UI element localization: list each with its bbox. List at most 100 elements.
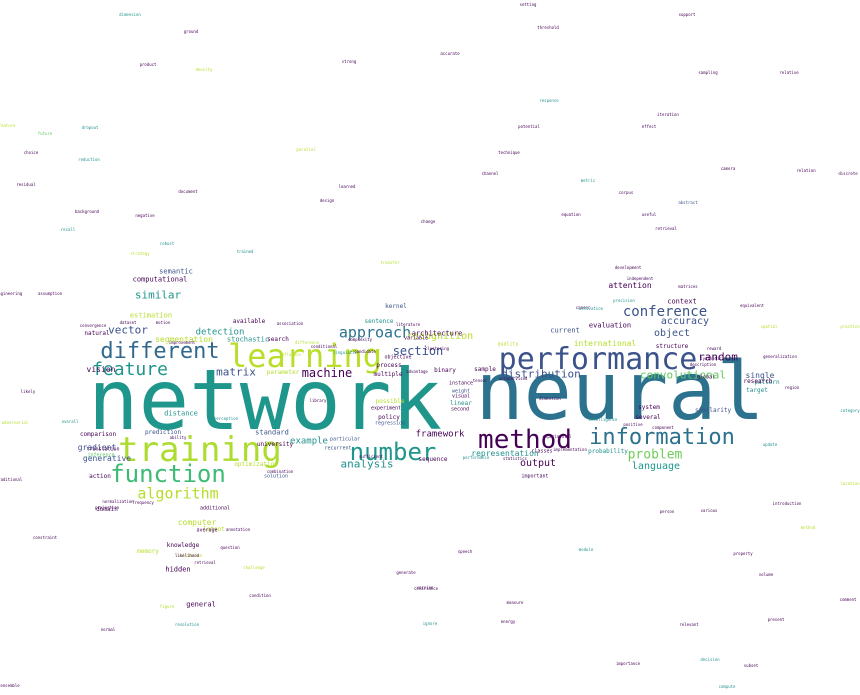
word-167: likely [20, 389, 36, 394]
word-146: equation [561, 212, 581, 217]
word-152: strategy [130, 251, 150, 256]
word-161: equivalent [739, 303, 765, 308]
word-234: subset [743, 663, 759, 668]
word-37: generative [82, 454, 132, 463]
word-25: matrix [216, 365, 256, 379]
word-98: global [696, 374, 716, 381]
word-133: channel [481, 171, 499, 176]
word-120: density [195, 67, 213, 72]
word-215: advantage [406, 369, 428, 374]
word-126: future [37, 131, 53, 136]
word-91: experiment [370, 405, 402, 412]
word-139: camera [720, 166, 736, 171]
word-109: introduction [772, 501, 802, 506]
word-82: probability [588, 448, 628, 455]
word-90: objective [384, 354, 412, 361]
word-173: traditional [0, 477, 23, 482]
word-119: sampling [698, 70, 718, 75]
word-226: covariance [413, 586, 439, 591]
word-138: corpus [618, 190, 634, 195]
word-129: library [309, 398, 327, 403]
word-132: reduction [78, 157, 100, 162]
word-2: training [118, 430, 282, 470]
word-159: precision [613, 298, 635, 303]
word-162: engineering [0, 291, 23, 296]
word-66: knowledge [166, 542, 200, 549]
word-77: second [450, 406, 470, 413]
word-52: sentence [364, 318, 394, 325]
word-214: projection [94, 505, 120, 510]
word-182: property [733, 551, 753, 556]
word-191: ensemble [0, 683, 20, 688]
word-16: machine [301, 366, 353, 380]
word-106: retrieval [194, 560, 216, 565]
word-86: comparison [79, 431, 117, 438]
word-141: discrete [838, 171, 858, 176]
word-134: choice [23, 150, 39, 155]
word-137: metric [580, 178, 596, 183]
word-128: potential [518, 124, 540, 129]
word-200: complexity [347, 337, 373, 342]
word-60: similarity [694, 407, 732, 414]
word-97: classes [531, 448, 553, 455]
word-130: technique [498, 150, 520, 155]
word-183: normal [100, 627, 116, 632]
word-41: framework [415, 429, 465, 440]
word-42: architecture [411, 329, 463, 338]
word-18: convolutional [639, 368, 727, 382]
word-76: weight [451, 388, 471, 395]
word-67: latent [203, 526, 225, 533]
word-224: challenge [243, 565, 265, 570]
word-175: person [659, 509, 675, 514]
word-55: several [635, 414, 661, 421]
word-4: performance [498, 342, 698, 377]
word-164: activation [578, 306, 604, 311]
word-148: recall [60, 227, 76, 232]
word-172: update [762, 442, 778, 447]
word-58: pattern [754, 379, 780, 386]
word-232: comment [839, 597, 857, 602]
word-170: adversarial [1, 420, 29, 425]
word-230: method [800, 525, 816, 530]
word-7: number [349, 438, 437, 466]
word-153: trained [236, 249, 254, 254]
word-231: module [578, 547, 594, 552]
word-218: linguistic [332, 350, 358, 355]
word-225: condition [249, 593, 271, 598]
word-158: cancer [575, 305, 591, 310]
word-217: sufficient [358, 454, 384, 459]
word-102: variable [403, 335, 429, 342]
word-54: possible [375, 398, 405, 405]
word-210: unsupervised [498, 376, 528, 381]
word-156: independent [626, 276, 654, 281]
word-123: iteration [657, 112, 679, 117]
word-189: decision [700, 657, 720, 662]
word-125: feature [0, 123, 16, 128]
word-81: regression [374, 420, 406, 427]
word-13: conference [622, 304, 708, 320]
word-23: accuracy [660, 316, 710, 327]
word-0: network [87, 351, 443, 449]
word-49: structure [655, 343, 689, 350]
word-80: sequence [418, 456, 448, 463]
word-196: convergence [79, 323, 107, 328]
word-78: visual [451, 393, 471, 400]
word-46: standard [255, 428, 289, 437]
word-5: method [478, 425, 572, 455]
word-38: attention [608, 281, 652, 290]
word-89: parameter [266, 369, 300, 376]
word-33: representation [471, 449, 539, 458]
word-65: memory [137, 548, 159, 555]
word-99: instance [448, 380, 474, 387]
word-166: practice [840, 324, 860, 329]
word-228: dimension [539, 396, 561, 401]
word-88: additional [199, 505, 231, 512]
word-31: international [573, 339, 637, 348]
word-61: available [232, 318, 266, 325]
word-94: particular [329, 436, 361, 443]
word-84: optimization [234, 461, 278, 468]
word-92: inference [87, 452, 115, 459]
word-111: dimension [119, 12, 141, 17]
word-40: context [667, 297, 697, 306]
word-24: vector [108, 323, 148, 337]
